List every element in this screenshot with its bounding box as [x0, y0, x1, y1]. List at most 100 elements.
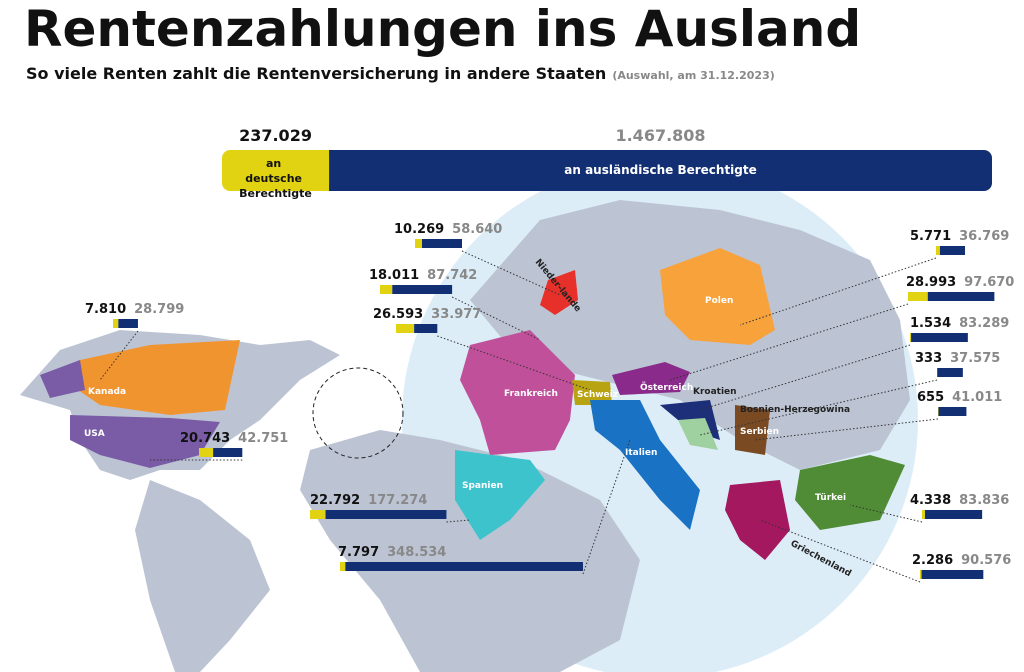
leader-line: [754, 418, 939, 441]
country-label: Polen: [705, 296, 733, 306]
number-pair: 655 41.011: [917, 390, 1002, 405]
shape-polen: [660, 248, 775, 345]
foreign-bar: [911, 333, 968, 342]
shape-griechenland: [725, 480, 790, 560]
german-bar: [908, 292, 928, 301]
country-label: Schweiz: [577, 390, 618, 400]
country-label: Kanada: [88, 387, 126, 397]
foreign-number: 33.977: [431, 307, 481, 322]
foreign-number: 41.011: [952, 390, 1002, 405]
number-pair: 20.743 42.751: [180, 431, 288, 446]
total-bar-german: [222, 150, 330, 191]
subtitle: So viele Renten zahlt die Rentenversiche…: [26, 64, 775, 83]
german-number: 18.011: [369, 268, 419, 283]
country-label: Österreich: [640, 382, 693, 393]
leader-line: [582, 439, 631, 575]
number-pair: 22.792 177.274: [310, 493, 427, 508]
shape-spanien: [455, 450, 545, 540]
leader-line: [446, 519, 471, 523]
shape-italien: [590, 400, 700, 530]
number-pair: 2.286 90.576: [912, 553, 1011, 568]
german-number: 28.993: [906, 275, 956, 290]
foreign-bar: [921, 570, 984, 579]
map: [20, 162, 918, 672]
foreign-bar: [118, 319, 138, 328]
shape-usa: [70, 415, 220, 468]
german-number: 2.286: [912, 553, 953, 568]
foreign-bar: [325, 510, 447, 519]
foreign-number: 90.576: [961, 553, 1011, 568]
country-label: Serbien: [740, 427, 779, 437]
german-bar: [936, 246, 940, 255]
foreign-bar: [414, 324, 438, 333]
total-bar-foreign: [319, 150, 992, 191]
foreign-bar: [939, 246, 966, 255]
number-pair: 1.534 83.289: [910, 316, 1009, 331]
shape-bosnien: [678, 418, 718, 450]
shape-niederlande: [540, 270, 578, 315]
german-bar: [415, 239, 423, 248]
country-label: Italien: [625, 448, 657, 458]
german-bar: [910, 333, 912, 342]
german-number: 4.338: [910, 493, 951, 508]
number-pair: 7.810 28.799: [85, 302, 184, 317]
foreign-number: 28.799: [134, 302, 184, 317]
foreign-number: 348.534: [387, 545, 446, 560]
country-label: Türkei: [815, 493, 846, 503]
number-pair: 7.797 348.534: [338, 545, 446, 560]
shape-kanada: [78, 340, 240, 415]
subtitle-note: (Auswahl, am 31.12.2023): [612, 69, 774, 82]
total-foreign-label: an ausländische Berechtigte: [564, 163, 757, 177]
number-pair: 333 37.575: [915, 351, 1000, 366]
shape-frankreich: [460, 330, 575, 455]
foreign-bar: [345, 562, 583, 571]
country-label: Frankreich: [504, 389, 558, 399]
country-label: USA: [84, 429, 105, 439]
foreign-number: 97.670: [964, 275, 1014, 290]
number-pair: 5.771 36.769: [910, 229, 1009, 244]
leader-line: [461, 250, 561, 296]
german-bar: [310, 510, 326, 519]
shape-schweiz: [572, 380, 612, 405]
german-number: 10.269: [394, 222, 444, 237]
german-bar: [380, 285, 393, 294]
foreign-number: 37.575: [950, 351, 1000, 366]
german-bar: [340, 562, 346, 571]
number-pair: 4.338 83.836: [910, 493, 1009, 508]
africa: [300, 430, 640, 672]
foreign-number: 87.742: [427, 268, 477, 283]
total-german-number: 237.029: [239, 126, 312, 145]
total-german-label: an deutsche Berechtigte: [239, 157, 312, 200]
country-label: Bosnien-Herzegowina: [740, 405, 850, 415]
foreign-bar: [927, 292, 995, 301]
south-america: [135, 480, 270, 672]
country-label: Kroatien: [693, 387, 737, 397]
german-bar: [396, 324, 415, 333]
shape-oesterreich: [612, 362, 690, 395]
total-foreign-number: 1.467.808: [615, 126, 705, 145]
foreign-bar: [392, 285, 453, 294]
foreign-bar: [213, 448, 243, 457]
german-bar: [199, 448, 214, 457]
title: Rentenzahlungen ins Ausland: [24, 0, 861, 58]
leader-line: [759, 519, 921, 583]
german-number: 26.593: [373, 307, 423, 322]
german-number: 1.534: [910, 316, 951, 331]
german-number: 5.771: [910, 229, 951, 244]
total-german-label-text: an deutsche Berechtigte: [239, 157, 312, 200]
total-bar-german-edge: [321, 150, 330, 191]
shape-serbien: [735, 405, 770, 455]
german-number: 655: [917, 390, 944, 405]
foreign-bar: [924, 510, 983, 519]
foreign-bar: [937, 368, 963, 377]
leader-line: [739, 257, 937, 326]
number-pair: 18.011 87.742: [369, 268, 477, 283]
zoom-circle: [312, 367, 404, 459]
country-label: Spanien: [462, 481, 503, 491]
german-number: 7.797: [338, 545, 379, 560]
foreign-number: 58.640: [452, 222, 502, 237]
leader-line: [699, 344, 911, 411]
foreign-bar: [938, 407, 967, 416]
